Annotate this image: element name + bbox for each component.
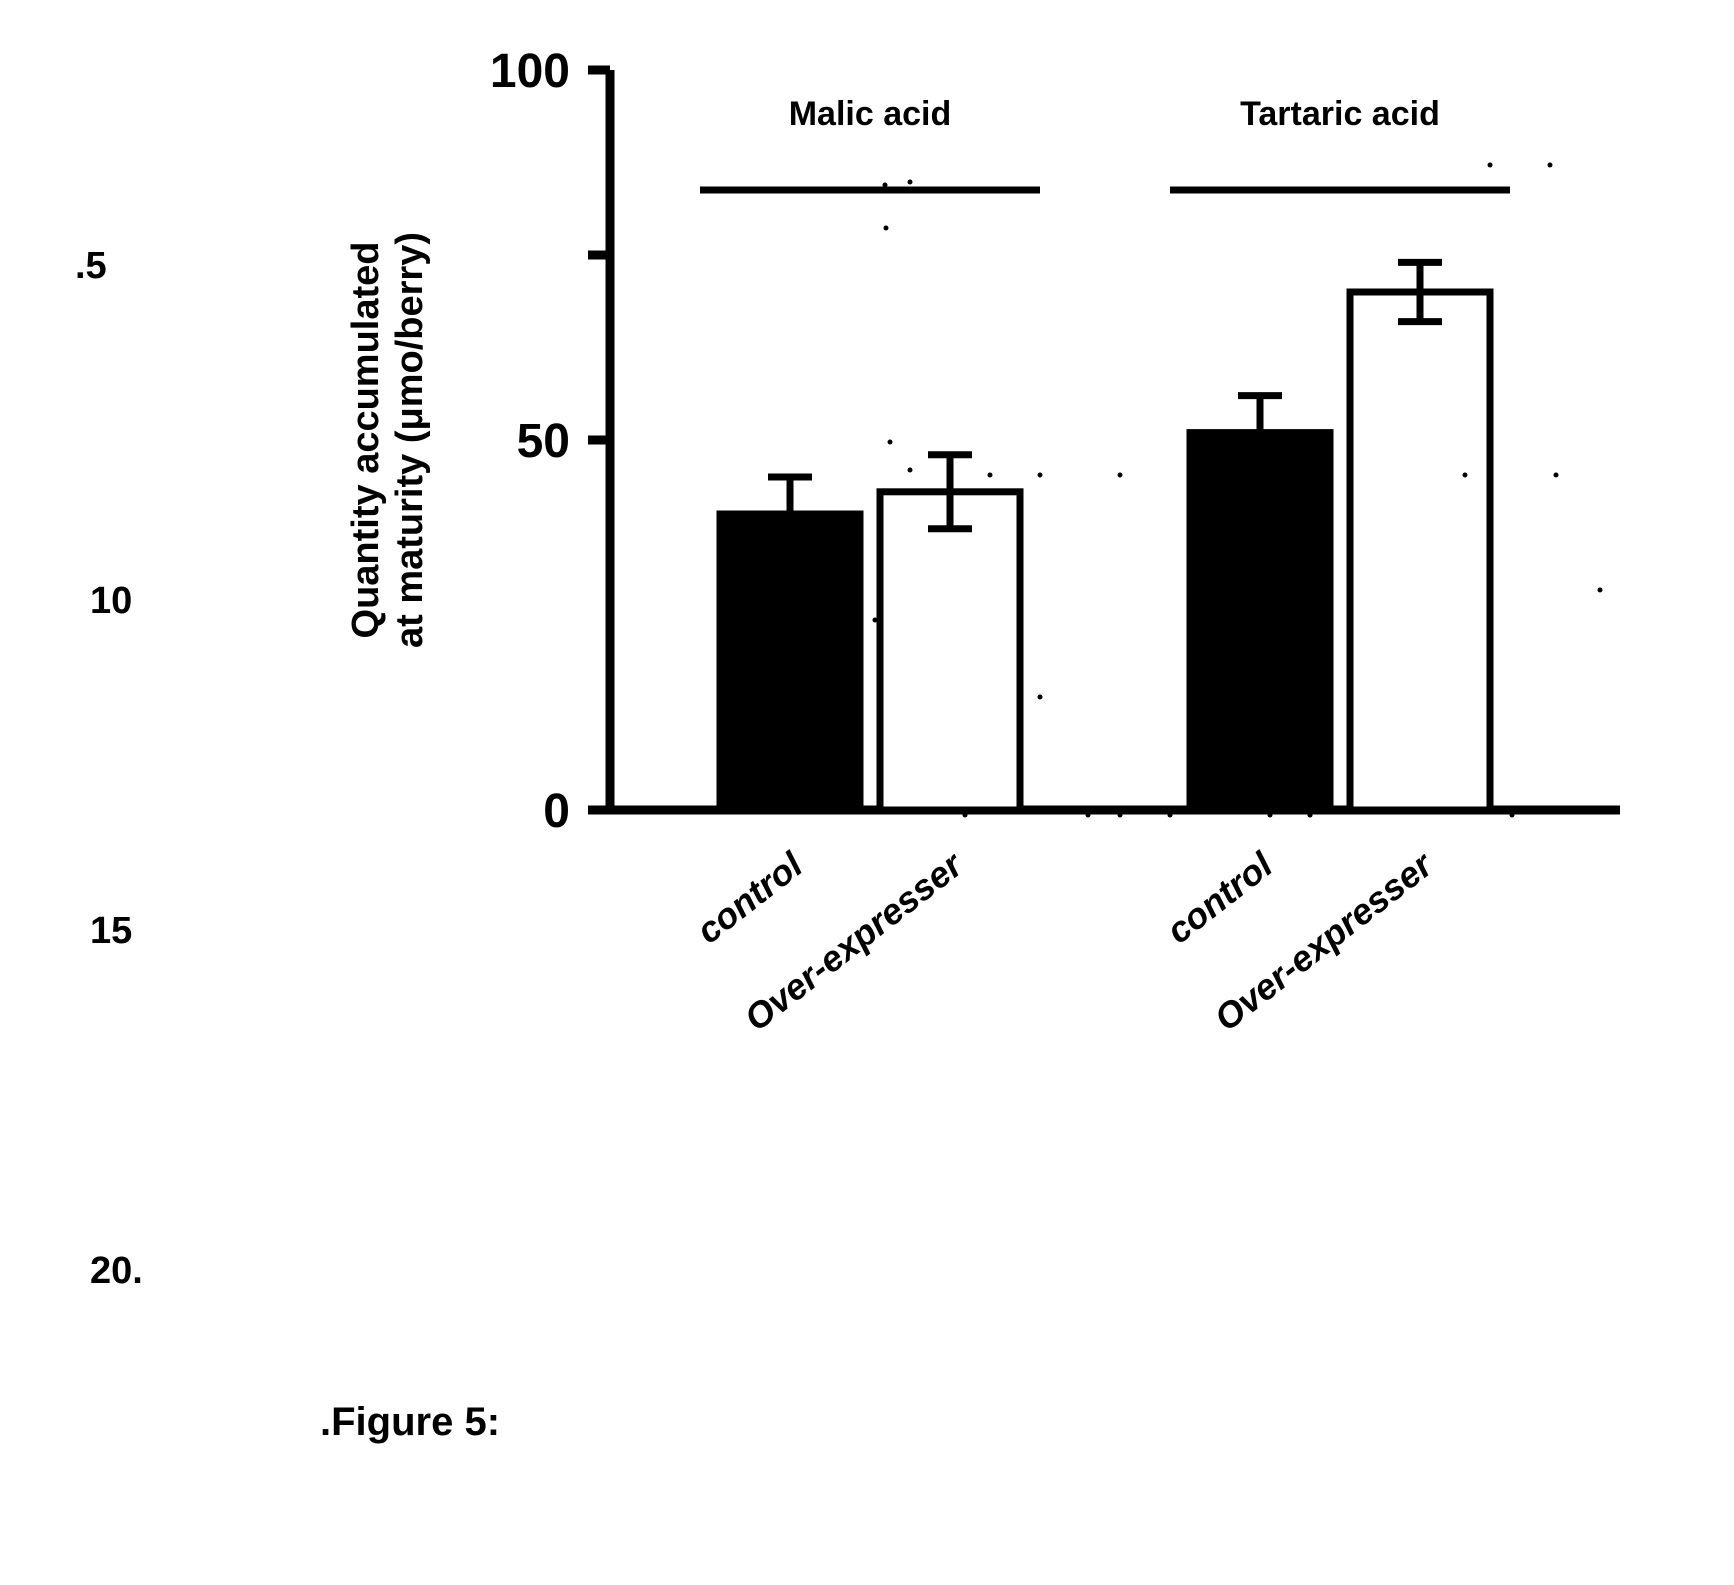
noise-dot bbox=[1118, 813, 1123, 818]
figure-caption: .Figure 5: bbox=[320, 1400, 500, 1445]
line-number-10: 10 bbox=[90, 580, 132, 623]
noise-dot bbox=[1510, 813, 1515, 818]
noise-dot bbox=[963, 813, 968, 818]
group-label: Malic acid bbox=[789, 95, 952, 133]
noise-dot bbox=[883, 183, 888, 188]
noise-dot bbox=[1168, 813, 1173, 818]
noise-dot bbox=[884, 226, 889, 231]
noise-dot bbox=[1118, 473, 1123, 478]
y-tick-label: 0 bbox=[543, 785, 570, 838]
line-number-15: 15 bbox=[90, 910, 132, 953]
noise-dot bbox=[988, 473, 993, 478]
noise-dot bbox=[873, 618, 878, 623]
noise-dot bbox=[1308, 813, 1313, 818]
noise-dot bbox=[888, 440, 893, 445]
noise-dot bbox=[1554, 473, 1559, 478]
noise-dot bbox=[1463, 473, 1468, 478]
noise-dot bbox=[736, 695, 741, 700]
x-tick-label: control bbox=[689, 843, 811, 951]
bar-chart: 0 50 100 Quantity accumulatedat maturity (μ… bbox=[290, 40, 1650, 1240]
noise-dot bbox=[1488, 163, 1493, 168]
group-label: Tartaric acid bbox=[1240, 95, 1440, 133]
noise-dot bbox=[1038, 473, 1043, 478]
noise-dot bbox=[908, 468, 913, 473]
noise-dot bbox=[1038, 695, 1043, 700]
x-tick-label: control bbox=[1159, 843, 1281, 951]
bar bbox=[1190, 433, 1330, 810]
noise-dot bbox=[1548, 163, 1553, 168]
noise-dot bbox=[1268, 813, 1273, 818]
bar bbox=[880, 492, 1020, 810]
noise-dot bbox=[1086, 813, 1091, 818]
y-axis-label: Quantity accumulatedat maturity (μmo/ber… bbox=[345, 232, 431, 648]
line-number-20: 20. bbox=[90, 1250, 143, 1293]
noise-dot bbox=[1598, 588, 1603, 593]
svg-text:control: control bbox=[1159, 843, 1281, 951]
svg-text:Quantity accumulated: Quantity accumulated bbox=[345, 242, 387, 639]
bar bbox=[720, 514, 860, 810]
bar bbox=[1350, 292, 1490, 810]
noise-dot bbox=[908, 180, 913, 185]
svg-text:at maturity (μmo/berry): at maturity (μmo/berry) bbox=[389, 232, 431, 648]
line-number-5: .5 bbox=[75, 245, 107, 288]
y-tick-label: 50 bbox=[517, 415, 570, 468]
noise-dot bbox=[1208, 473, 1213, 478]
svg-text:control: control bbox=[689, 843, 811, 951]
noise-dot bbox=[878, 683, 883, 688]
y-tick-label: 100 bbox=[490, 45, 570, 98]
page: .5 10 15 20. .Figure 5: 0 50 100 Quantity a… bbox=[0, 0, 1734, 1585]
